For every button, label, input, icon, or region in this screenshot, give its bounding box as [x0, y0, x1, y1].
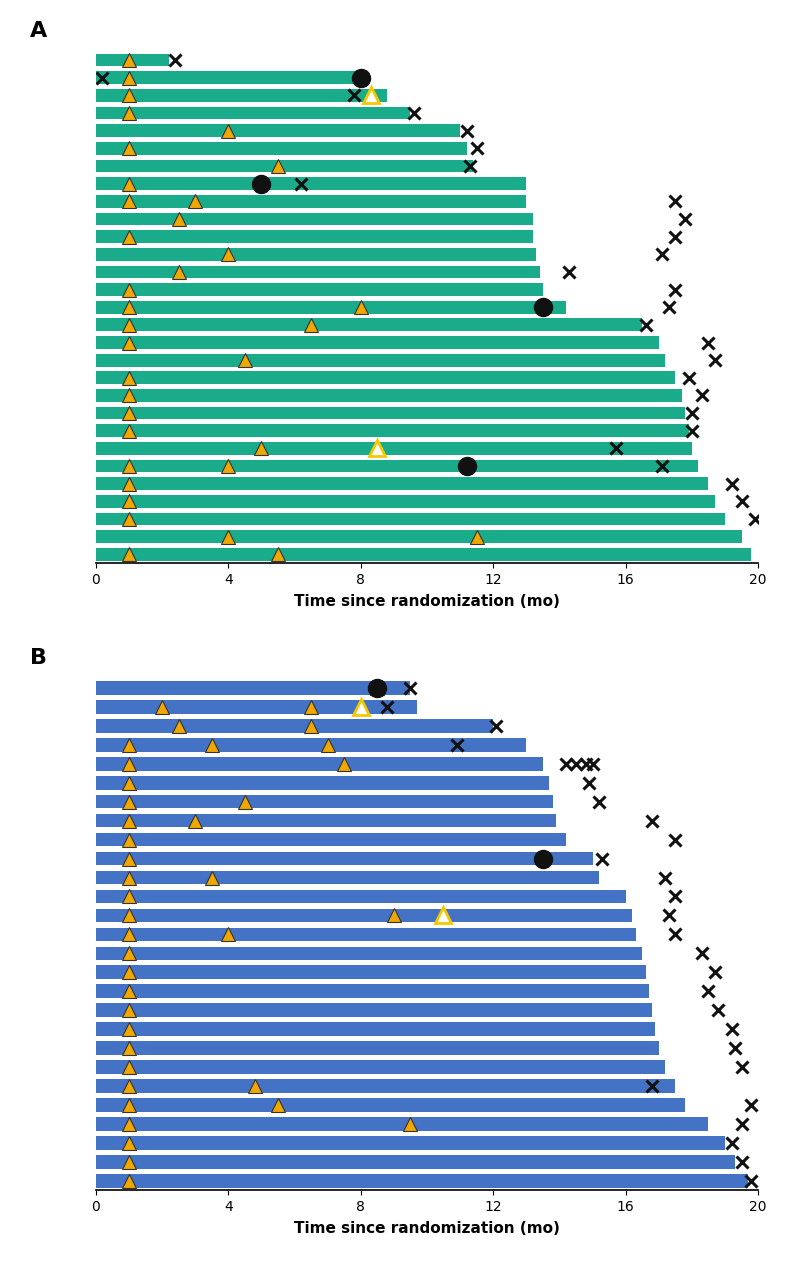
Bar — [96, 142, 467, 155]
Bar — [96, 477, 709, 490]
Bar — [96, 337, 658, 349]
Bar — [96, 833, 566, 846]
Bar — [96, 681, 410, 695]
Bar — [96, 265, 539, 278]
Bar — [96, 212, 533, 225]
Bar — [96, 700, 417, 714]
Bar — [96, 460, 698, 472]
Bar — [96, 1042, 658, 1055]
Bar — [96, 301, 566, 314]
Bar — [96, 513, 725, 525]
Bar — [96, 909, 632, 923]
Text: A: A — [30, 20, 47, 41]
Bar — [96, 72, 361, 84]
Bar — [96, 495, 715, 508]
Bar — [96, 1098, 685, 1112]
Bar — [96, 371, 675, 384]
Bar — [96, 870, 599, 884]
Bar — [96, 106, 410, 119]
Bar — [96, 1060, 666, 1074]
Bar — [96, 177, 526, 189]
Bar — [96, 776, 550, 790]
Bar — [96, 1079, 675, 1093]
Bar — [96, 1004, 652, 1018]
Bar — [96, 1023, 655, 1036]
X-axis label: Time since randomization (mo): Time since randomization (mo) — [294, 1221, 560, 1236]
Bar — [96, 530, 741, 543]
Bar — [96, 984, 649, 998]
X-axis label: Time since randomization (mo): Time since randomization (mo) — [294, 594, 560, 609]
Bar — [96, 407, 685, 420]
Bar — [96, 928, 635, 941]
Bar — [96, 851, 592, 865]
Bar — [96, 389, 682, 402]
Bar — [96, 795, 553, 809]
Bar — [96, 965, 646, 979]
Bar — [96, 946, 642, 960]
Legend: Time to last scan (months), CR, PR, PD, Last dose: Time to last scan (months), CR, PR, PD, … — [96, 684, 579, 707]
Bar — [96, 230, 533, 243]
Bar — [96, 90, 387, 101]
Bar — [96, 814, 556, 827]
Bar — [96, 1174, 749, 1188]
Bar — [96, 195, 526, 207]
Bar — [96, 283, 543, 296]
Bar — [96, 54, 168, 67]
Bar — [96, 248, 536, 261]
Bar — [96, 442, 692, 454]
Bar — [96, 425, 689, 438]
Bar — [96, 890, 626, 904]
Bar — [96, 756, 543, 771]
Bar — [96, 160, 473, 173]
Bar — [96, 1117, 709, 1130]
Bar — [96, 319, 642, 332]
Bar — [96, 719, 493, 732]
Bar — [96, 1155, 735, 1169]
Bar — [96, 124, 460, 137]
Bar — [96, 739, 526, 751]
Bar — [96, 1137, 725, 1149]
Text: B: B — [30, 648, 46, 668]
Bar — [96, 548, 752, 561]
Bar — [96, 353, 666, 366]
